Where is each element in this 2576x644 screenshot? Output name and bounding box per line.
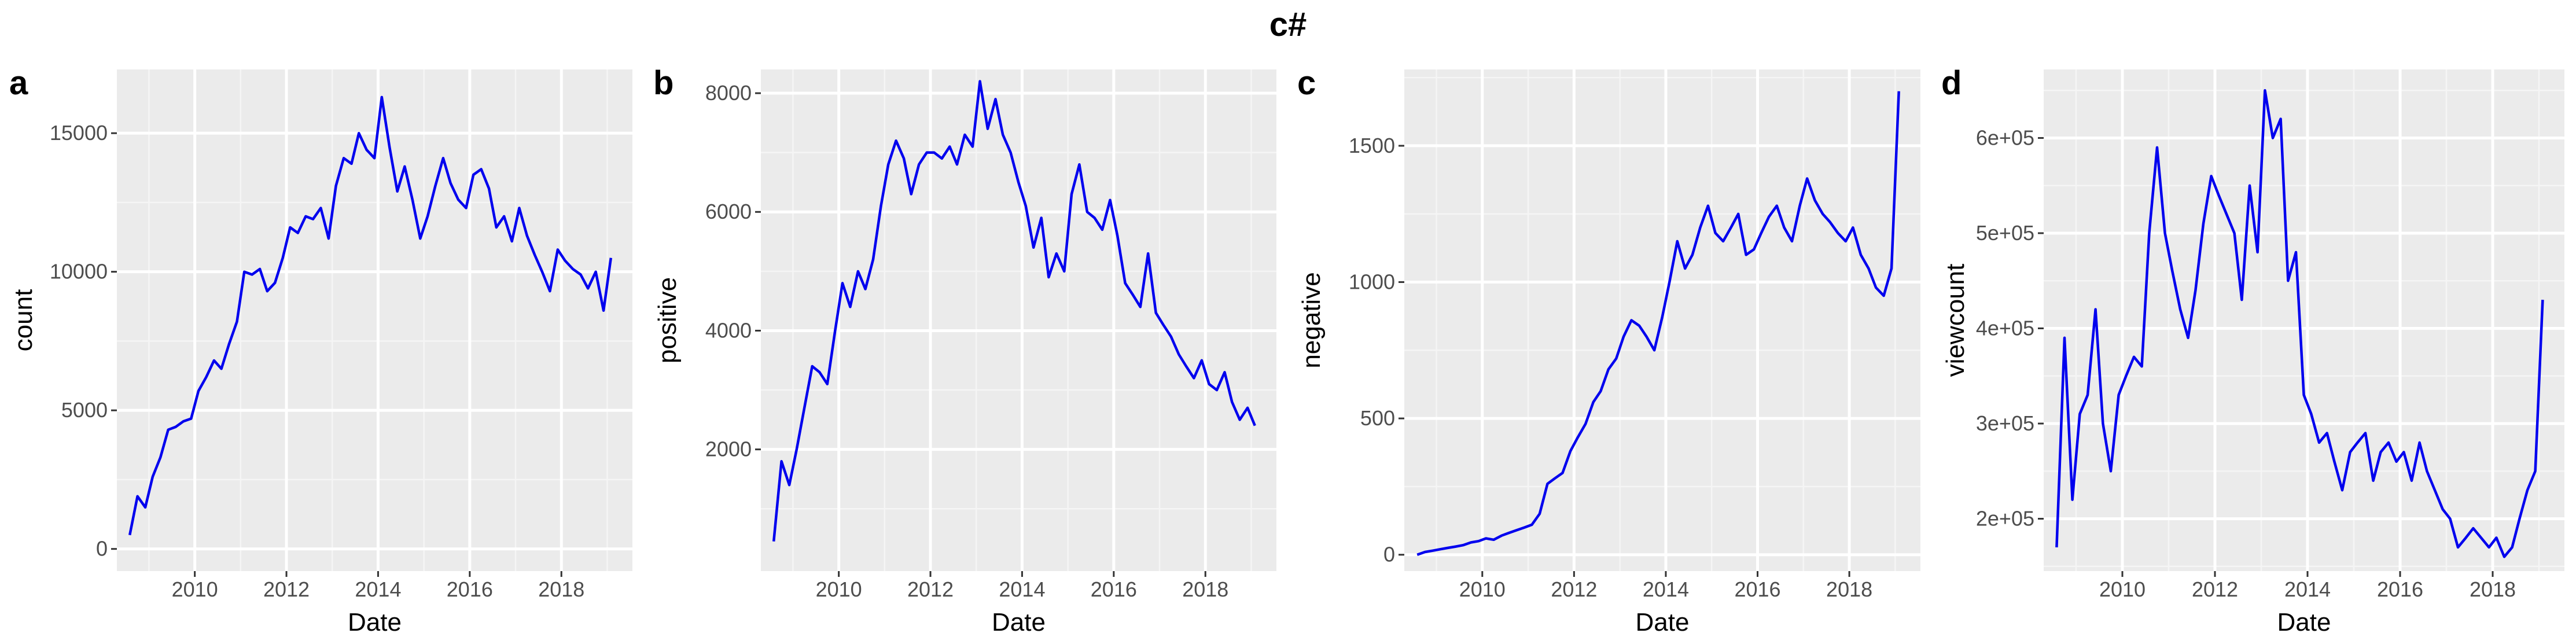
x-tick-label: 2014 xyxy=(2284,577,2331,601)
x-tick-label: 2010 xyxy=(816,577,862,601)
y-tick-label: 4000 xyxy=(705,318,752,342)
series-line xyxy=(128,95,613,536)
x-tick-label: 2016 xyxy=(1091,577,1137,601)
y-axis-title: viewcount xyxy=(1941,264,1970,377)
y-tick-label: 0 xyxy=(96,537,108,561)
panel-b-chart: 2010 2012 2014 2016 2018 2000 4000 6000 8000 Date… xyxy=(653,64,1276,636)
x-tick-label: 2014 xyxy=(355,577,401,601)
y-tick-label: 8000 xyxy=(705,81,752,105)
panel-a-chart: 2010 2012 2014 2016 2018 0 5000 10000 15000 Date c… xyxy=(9,64,632,636)
y-tick-label: 4e+05 xyxy=(1976,316,2034,340)
y-tick-label: 6e+05 xyxy=(1976,126,2034,149)
y-tick-label: 15000 xyxy=(50,121,108,145)
panel-d-chart: 2010 2012 2014 2016 2018 2e+05 3e+05 4e+05 5e+05… xyxy=(1941,64,2564,636)
y-axis-title: count xyxy=(9,289,38,352)
panel-label: a xyxy=(9,64,28,102)
y-tick-label: 0 xyxy=(1383,543,1395,566)
panel-label: b xyxy=(653,64,674,102)
panel-label: c xyxy=(1297,64,1316,102)
x-tick-label: 2012 xyxy=(1551,577,1597,601)
y-tick-label: 10000 xyxy=(50,260,108,284)
series-line xyxy=(772,80,1256,542)
x-tick-label: 2014 xyxy=(1643,577,1689,601)
x-tick-label: 2010 xyxy=(172,577,218,601)
x-tick-label: 2018 xyxy=(1826,577,1872,601)
y-tick-label: 500 xyxy=(1360,406,1395,430)
x-axis-title: Date xyxy=(2277,608,2331,636)
x-tick-label: 2016 xyxy=(447,577,493,601)
y-tick-label: 1000 xyxy=(1349,270,1395,294)
plot-background xyxy=(2044,69,2564,571)
x-tick-label: 2014 xyxy=(999,577,1045,601)
y-tick-label: 2e+05 xyxy=(1976,507,2034,531)
x-axis-title: Date xyxy=(992,608,1046,636)
x-tick-label: 2016 xyxy=(2377,577,2423,601)
x-axis-title: Date xyxy=(1636,608,1690,636)
y-tick-label: 3e+05 xyxy=(1976,411,2034,435)
y-tick-label: 5e+05 xyxy=(1976,221,2034,245)
x-tick-label: 2012 xyxy=(263,577,310,601)
x-axis-title: Date xyxy=(348,608,402,636)
y-tick-label: 2000 xyxy=(705,437,752,461)
series-line xyxy=(1416,91,1900,556)
panel-d: 2010 2012 2014 2016 2018 2e+05 3e+05 4e+05 5e+05… xyxy=(1932,0,2576,644)
x-tick-label: 2016 xyxy=(1734,577,1780,601)
x-tick-label: 2018 xyxy=(1182,577,1228,601)
x-tick-label: 2010 xyxy=(1459,577,1506,601)
panel-label: d xyxy=(1941,64,1962,102)
panel-c-chart: 2010 2012 2014 2016 2018 0 500 1000 1500 Date nega… xyxy=(1297,64,1920,636)
y-tick-label: 6000 xyxy=(705,200,752,223)
y-axis-title: negative xyxy=(1297,272,1326,368)
figure-title: c# xyxy=(1269,6,1307,43)
y-tick-label: 1500 xyxy=(1349,134,1395,157)
x-tick-label: 2018 xyxy=(2470,577,2516,601)
panel-a: 2010 2012 2014 2016 2018 0 5000 10000 15000 Date c… xyxy=(0,0,644,644)
x-tick-label: 2018 xyxy=(538,577,584,601)
x-tick-label: 2010 xyxy=(2099,577,2146,601)
panel-c: 2010 2012 2014 2016 2018 0 500 1000 1500 Date nega… xyxy=(1288,0,1932,644)
series-line xyxy=(2055,89,2544,558)
x-tick-label: 2012 xyxy=(2192,577,2238,601)
y-axis-title: positive xyxy=(653,277,682,363)
panel-b: 2010 2012 2014 2016 2018 2000 4000 6000 8000 Date… xyxy=(644,0,1288,644)
y-tick-label: 5000 xyxy=(61,398,108,422)
x-tick-label: 2012 xyxy=(907,577,954,601)
